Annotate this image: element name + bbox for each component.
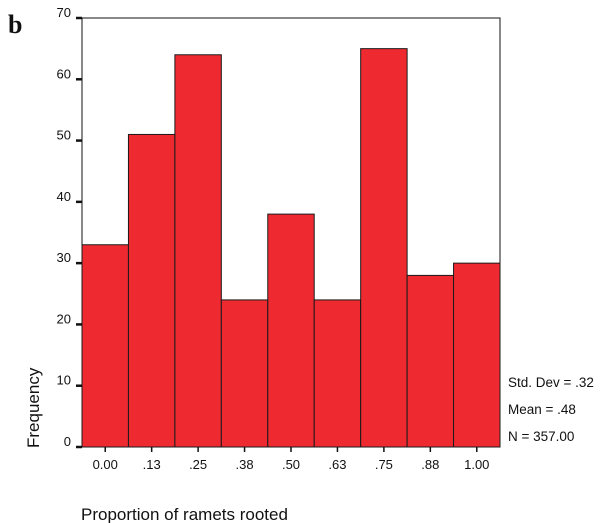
- y-axis: 0 10 20 30 40 50 60 70: [57, 5, 82, 449]
- histogram-bar: [267, 213, 315, 448]
- y-tick-label: 70: [57, 5, 71, 20]
- mean-stat: Mean = .48: [508, 402, 576, 417]
- y-tick-label: 20: [57, 311, 71, 326]
- x-axis-title: Proportion of ramets rooted: [81, 505, 288, 523]
- panel-label: b: [8, 10, 22, 39]
- y-tick-label: 60: [57, 66, 71, 81]
- histogram-bar: [81, 244, 129, 448]
- x-tick-label: 1.00: [464, 457, 489, 472]
- histogram-bar: [220, 299, 269, 448]
- y-tick-label: 50: [57, 128, 71, 143]
- y-tick-label: 40: [57, 189, 71, 204]
- x-tick-label: .38: [236, 457, 254, 472]
- bars-layer: [81, 48, 501, 448]
- histogram-bar: [313, 299, 362, 448]
- x-tick-label: .88: [421, 457, 439, 472]
- y-tick-label: 30: [57, 250, 71, 265]
- x-axis: 0.00 .13 .25 .38 .50 .63 .75 .88 1.00: [93, 447, 489, 472]
- std-dev-stat: Std. Dev = .32: [508, 375, 594, 390]
- n-stat: N = 357.00: [508, 429, 574, 444]
- histogram-bar: [453, 262, 501, 448]
- y-tick-label: 10: [57, 373, 71, 388]
- y-axis-title: Frequency: [24, 367, 43, 448]
- histogram-bar: [174, 54, 222, 448]
- x-tick-label: .63: [328, 457, 346, 472]
- x-tick-label: .25: [189, 457, 207, 472]
- x-tick-label: 0.00: [93, 457, 118, 472]
- x-tick-label: .50: [282, 457, 300, 472]
- y-tick-label: 0: [64, 434, 71, 449]
- histogram-bar: [127, 133, 176, 448]
- histogram-bar: [406, 274, 455, 448]
- x-tick-label: .75: [375, 457, 393, 472]
- x-tick-label: .13: [143, 457, 161, 472]
- histogram-bar: [360, 48, 408, 448]
